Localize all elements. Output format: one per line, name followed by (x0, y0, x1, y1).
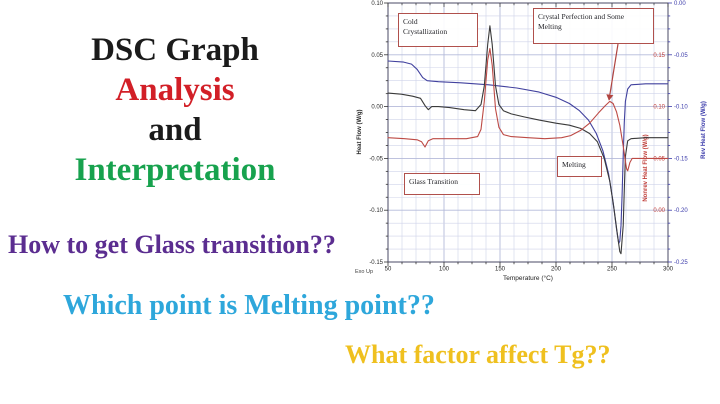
title-line-2: Analysis (115, 72, 235, 108)
series-rev-heat-flow (387, 60, 669, 244)
annotation-box-crystal-perfection: Crystal Perfection and Some Melting (533, 8, 654, 44)
nonrev-axis-tick-label: 0.10 (653, 105, 665, 111)
annotation-arrow (606, 43, 619, 101)
annotation-box-melting: Melting (557, 156, 602, 177)
rev-axis-tick-label: -0.25 (674, 260, 688, 266)
left-axis-tick-label: -0.15 (369, 260, 383, 266)
annotation-box-cold-crystallization: Cold Crystallization (398, 13, 478, 47)
question-tg-factor: What factor affect Tg?? (345, 340, 611, 369)
rev-axis-title: Rev Heat Flow (W/g) (701, 101, 707, 159)
left-axis-tick-label: 0.10 (371, 1, 383, 7)
annotation-box-glass-transition: Glass Transition (404, 173, 480, 195)
title-block: DSC Graph Analysis and Interpretation (35, 30, 315, 190)
left-axis-tick-label: -0.05 (369, 156, 383, 162)
rev-axis-tick-label: -0.20 (674, 208, 688, 214)
left-axis-tick-label: 0.05 (371, 53, 383, 59)
rev-axis-tick-label: 0.00 (674, 1, 686, 7)
series-heat-flow (387, 25, 669, 255)
x-tick-label: 50 (385, 267, 392, 273)
rev-axis-tick-label: -0.05 (674, 53, 688, 59)
nonrev-axis-tick-label: 0.15 (653, 53, 665, 59)
question-glass-transition: How to get Glass transition?? (8, 230, 336, 259)
series-nonrev-heat-flow (387, 48, 669, 172)
x-tick-label: 250 (607, 267, 618, 273)
rev-axis-tick-label: -0.10 (674, 105, 688, 111)
x-tick-label: 100 (439, 267, 450, 273)
x-axis-title: Temperature (°C) (503, 274, 553, 282)
nonrev-axis-title: Nonrev Heat Flow (W/g) (643, 134, 649, 201)
left-axis-tick-label: -0.10 (369, 208, 383, 214)
dsc-chart: 50 100 150 200 250 300 Temperature (°C) Exo Up 0… (352, 0, 720, 296)
nonrev-axis-tick-label: 0.00 (653, 208, 665, 214)
x-tick-label: 300 (663, 267, 674, 273)
left-axis-title: Heat Flow (W/g) (357, 110, 363, 155)
title-line-1: DSC Graph (91, 32, 259, 68)
nonrev-axis-tick-label: 0.05 (653, 156, 665, 162)
question-melting-point: Which point is Melting point?? (63, 290, 435, 321)
rev-axis-tick-label: -0.15 (674, 156, 688, 162)
title-line-4: Interpretation (74, 152, 276, 188)
left-axis-tick-label: 0.00 (371, 105, 383, 111)
x-tick-label: 150 (495, 267, 506, 273)
x-tick-label: 200 (551, 267, 562, 273)
title-line-3: and (148, 112, 202, 148)
exo-up-note: Exo Up (355, 269, 373, 275)
